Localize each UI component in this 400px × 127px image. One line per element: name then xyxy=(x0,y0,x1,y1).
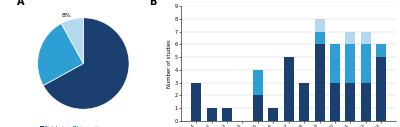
Bar xyxy=(253,95,263,121)
Bar xyxy=(299,83,309,121)
Bar xyxy=(376,57,386,121)
Wedge shape xyxy=(61,18,83,64)
Bar xyxy=(330,83,340,121)
Legend: Risk factors, Intervention measures: Risk factors, Intervention measures xyxy=(38,124,128,127)
Bar xyxy=(314,19,324,32)
Bar xyxy=(345,32,355,44)
Bar xyxy=(376,44,386,57)
Bar xyxy=(361,32,371,44)
Text: 8%: 8% xyxy=(61,13,71,18)
Bar xyxy=(191,83,201,121)
Text: 25%: 25% xyxy=(22,47,36,52)
Bar xyxy=(361,44,371,83)
Wedge shape xyxy=(38,23,83,85)
Bar xyxy=(253,70,263,95)
Bar xyxy=(314,32,324,44)
Bar xyxy=(222,108,232,121)
Bar xyxy=(206,108,216,121)
Bar xyxy=(284,57,294,121)
Bar xyxy=(361,83,371,121)
Text: A: A xyxy=(17,0,24,7)
Bar xyxy=(268,108,278,121)
Bar xyxy=(314,44,324,121)
Wedge shape xyxy=(43,18,129,109)
Bar xyxy=(345,44,355,83)
Text: 67%: 67% xyxy=(126,86,140,91)
Bar xyxy=(330,44,340,83)
Bar xyxy=(345,83,355,121)
Text: B: B xyxy=(149,0,156,7)
Y-axis label: Number of studies: Number of studies xyxy=(167,39,172,88)
